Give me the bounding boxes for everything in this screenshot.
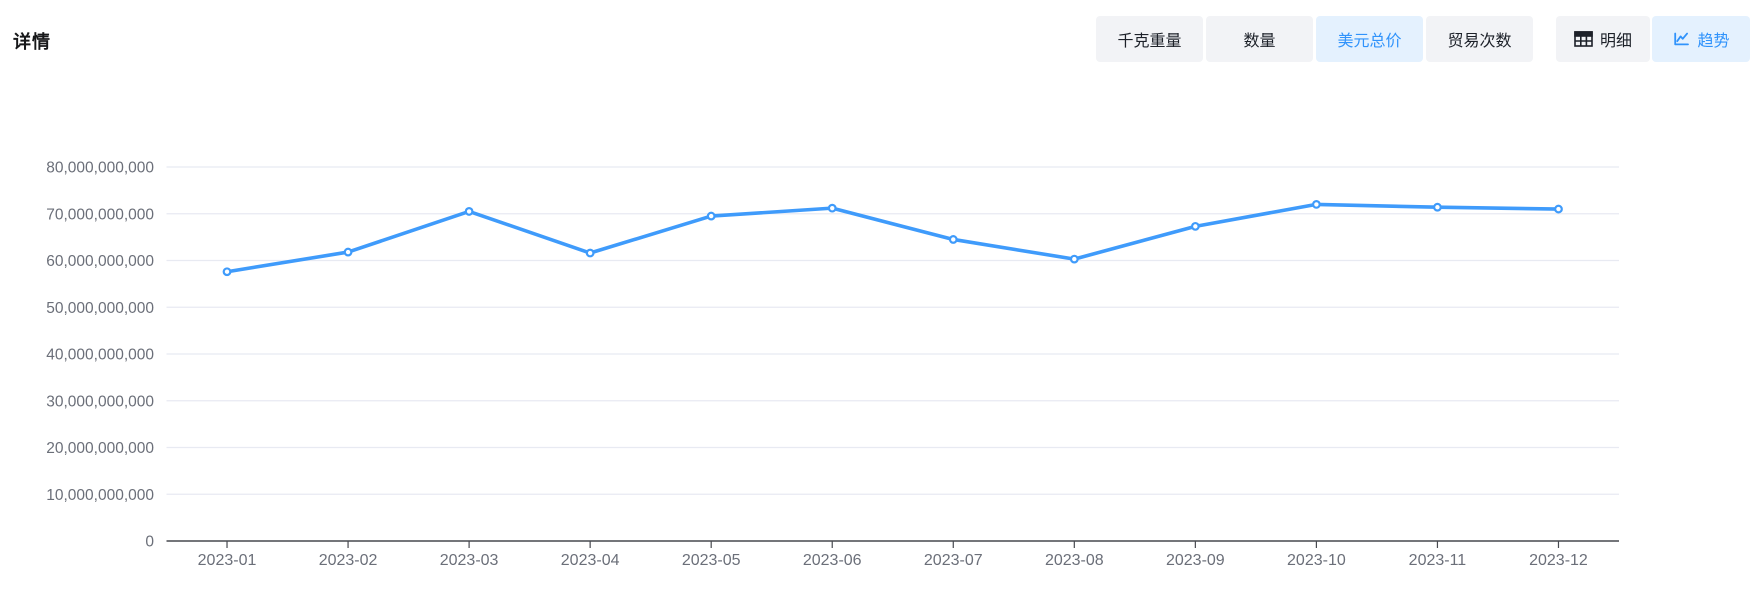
data-point[interactable] bbox=[222, 267, 232, 277]
view-button-group: 明细 趋势 bbox=[1556, 16, 1750, 62]
y-axis-label: 10,000,000,000 bbox=[46, 487, 154, 504]
y-axis-label: 0 bbox=[145, 534, 154, 551]
data-point[interactable] bbox=[585, 248, 595, 258]
y-axis-label: 30,000,000,000 bbox=[46, 393, 154, 410]
x-axis-label: 2023-09 bbox=[1166, 552, 1225, 569]
x-axis-label: 2023-03 bbox=[440, 552, 499, 569]
page-title: 详情 bbox=[13, 32, 51, 52]
x-axis-label: 2023-08 bbox=[1045, 552, 1104, 569]
data-point[interactable] bbox=[464, 207, 474, 216]
metric-button-usd-total[interactable]: 美元总价 bbox=[1316, 16, 1423, 62]
x-axis-label: 2023-06 bbox=[803, 552, 862, 569]
x-axis-label: 2023-02 bbox=[319, 552, 378, 569]
table-icon bbox=[1574, 31, 1593, 47]
data-point[interactable] bbox=[1433, 202, 1442, 212]
metric-button-kg-weight[interactable]: 千克重量 bbox=[1096, 16, 1203, 62]
y-axis-label: 40,000,000,000 bbox=[46, 347, 154, 364]
x-axis-label: 2023-11 bbox=[1409, 552, 1467, 569]
metric-button-trade-count[interactable]: 贸易次数 bbox=[1426, 16, 1533, 62]
data-point[interactable] bbox=[1311, 199, 1321, 209]
data-point[interactable] bbox=[1069, 254, 1079, 264]
data-point[interactable] bbox=[948, 235, 958, 244]
trend-line bbox=[225, 202, 1561, 274]
x-axis-label: 2023-07 bbox=[924, 552, 983, 569]
x-axis-label: 2023-05 bbox=[682, 552, 741, 569]
y-axis-label: 50,000,000,000 bbox=[46, 300, 154, 317]
x-axis-label: 2023-01 bbox=[198, 552, 257, 569]
x-axis-label: 2023-10 bbox=[1287, 552, 1346, 569]
y-axis-label: 20,000,000,000 bbox=[46, 440, 154, 457]
view-button-trend[interactable]: 趋势 bbox=[1652, 16, 1750, 62]
x-axis-label: 2023-12 bbox=[1529, 552, 1588, 569]
view-button-trend-label: 趋势 bbox=[1697, 33, 1730, 50]
y-axis-label: 80,000,000,000 bbox=[46, 160, 154, 177]
metric-button-group: 千克重量 数量 美元总价 贸易次数 bbox=[1096, 16, 1533, 62]
y-axis-label: 70,000,000,000 bbox=[46, 206, 154, 223]
metric-button-quantity[interactable]: 数量 bbox=[1206, 16, 1313, 62]
x-axis-label: 2023-04 bbox=[561, 552, 620, 569]
trend-icon bbox=[1672, 30, 1690, 48]
view-button-detail[interactable]: 明细 bbox=[1556, 16, 1650, 62]
data-point[interactable] bbox=[827, 203, 837, 213]
view-button-detail-label: 明细 bbox=[1599, 33, 1632, 50]
data-point[interactable] bbox=[343, 247, 353, 257]
data-point[interactable] bbox=[706, 211, 716, 221]
data-point[interactable] bbox=[1554, 204, 1563, 214]
data-point[interactable] bbox=[1190, 221, 1200, 231]
y-axis-label: 60,000,000,000 bbox=[46, 253, 154, 270]
